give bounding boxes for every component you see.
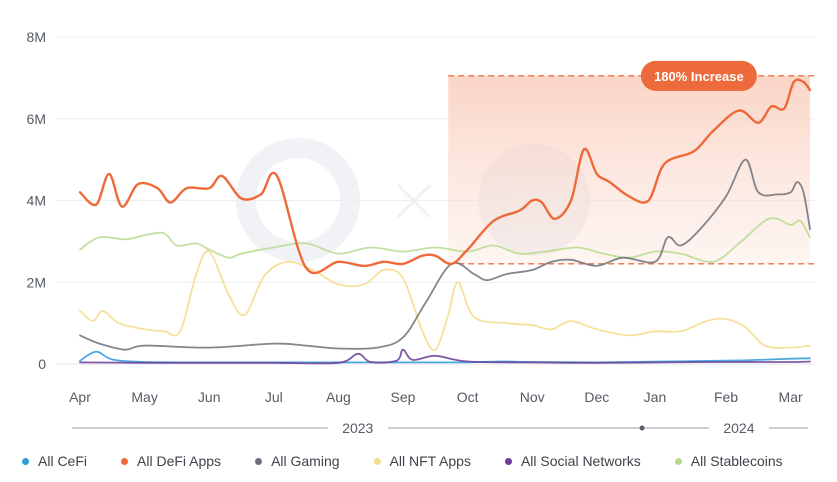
series-line-all-cefi <box>79 350 811 364</box>
x-tick-label: Oct <box>457 389 479 405</box>
legend-label: All CeFi <box>38 453 88 469</box>
legend-label: All Social Networks <box>520 453 641 469</box>
x-tick-label: Apr <box>69 389 91 405</box>
legend-item-defi-apps[interactable]: All DeFi Apps <box>121 453 221 469</box>
y-tick-label: 2M <box>27 274 46 290</box>
legend: All CeFi All DeFi Apps All Gaming All NF… <box>22 450 832 472</box>
legend-item-gaming[interactable]: All Gaming <box>255 453 340 469</box>
year-boundary-marker <box>639 425 645 431</box>
legend-label: All Stablecoins <box>690 453 783 469</box>
series-line-all-social-networks <box>79 348 811 365</box>
series-line-all-stablecoins <box>79 217 811 263</box>
series-line-all-gaming <box>79 158 811 351</box>
x-tick-label: Feb <box>714 389 738 405</box>
increase-highlight-region <box>448 75 810 264</box>
legend-dot-icon <box>674 457 682 465</box>
x-tick-label: Sep <box>391 389 416 405</box>
legend-dot-icon <box>121 457 129 465</box>
y-tick-label: 8M <box>27 29 46 45</box>
series-line-all-nft-apps <box>79 250 811 352</box>
chart: 180% Increase 0 2M 4M 6M 8M Apr May Jun Jul Aug S… <box>27 29 815 436</box>
legend-item-nft-apps[interactable]: All NFT Apps <box>373 453 471 469</box>
legend-item-social-networks[interactable]: All Social Networks <box>504 453 641 469</box>
legend-dot-icon <box>22 457 29 465</box>
x-tick-label: Aug <box>326 389 351 405</box>
year-label: 2024 <box>723 420 754 436</box>
x-tick-label: Jul <box>265 389 283 405</box>
legend-dot-icon <box>373 457 381 465</box>
legend-item-cefi[interactable]: All CeFi <box>22 453 87 469</box>
x-tick-label: Jun <box>198 389 221 405</box>
legend-label: All NFT Apps <box>389 453 471 469</box>
y-tick-label: 6M <box>27 111 46 127</box>
y-tick-label: 4M <box>27 193 46 209</box>
year-label: 2023 <box>342 420 373 436</box>
increase-badge <box>640 60 757 91</box>
legend-dot-icon <box>255 457 263 465</box>
legend-item-stablecoins[interactable]: All Stablecoins <box>674 453 783 469</box>
x-tick-label: Nov <box>520 389 545 405</box>
series-line-all-defi-apps <box>78 78 812 275</box>
y-tick-label: 0 <box>38 356 46 372</box>
x-tick-label: Mar <box>779 389 803 405</box>
x-tick-label: May <box>131 389 157 405</box>
x-tick-label: Jan <box>644 389 667 405</box>
increase-badge-label: 180% Increase <box>654 69 744 84</box>
legend-label: All DeFi Apps <box>137 453 222 469</box>
x-tick-label: Dec <box>584 389 609 405</box>
legend-dot-icon <box>504 457 512 465</box>
legend-label: All Gaming <box>271 453 340 469</box>
